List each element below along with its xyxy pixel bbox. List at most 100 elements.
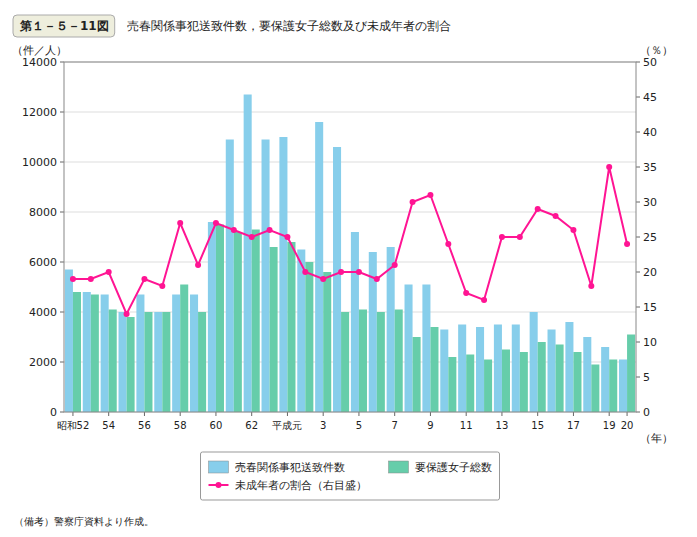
y-tick-label: 0 xyxy=(50,406,57,419)
line-marker xyxy=(70,276,76,282)
bar xyxy=(405,285,413,413)
bar xyxy=(65,270,73,413)
annotation: （備考）警察庁資料より作成。 xyxy=(14,516,154,527)
x-tick xyxy=(358,412,359,416)
bar xyxy=(315,122,323,412)
x-axis-label: （年） xyxy=(640,432,673,445)
bar xyxy=(458,325,466,413)
line-marker xyxy=(624,241,630,247)
line-marker xyxy=(141,276,147,282)
line-marker xyxy=(124,311,130,317)
y-tick-label: 2000 xyxy=(29,356,57,369)
y2-tick xyxy=(636,237,640,238)
bar xyxy=(609,360,617,413)
y-tick xyxy=(60,162,64,163)
y-tick-label: 14000 xyxy=(22,56,57,69)
line-marker xyxy=(427,192,433,198)
y2-tick xyxy=(636,62,640,63)
y-tick-label: 4000 xyxy=(29,306,57,319)
y-tick-label: 10000 xyxy=(22,156,57,169)
bar xyxy=(136,295,144,413)
x-tick xyxy=(627,412,628,416)
legend-swatch xyxy=(209,461,229,473)
bar xyxy=(565,322,573,412)
bar xyxy=(573,352,581,412)
y-tick xyxy=(60,262,64,263)
bar xyxy=(162,312,170,412)
bar xyxy=(226,140,234,413)
title-box xyxy=(13,15,115,37)
bar xyxy=(91,295,99,413)
x-tick xyxy=(501,412,502,416)
line-marker xyxy=(284,234,290,240)
x-tick-label: 20 xyxy=(621,420,634,431)
bar xyxy=(216,225,224,413)
grid-line xyxy=(64,112,636,113)
y-tick-label: 6000 xyxy=(29,256,57,269)
grid-line xyxy=(64,212,636,213)
y2-tick xyxy=(636,272,640,273)
y2-tick xyxy=(636,132,640,133)
subtitle: 売春関係事犯送致件数，要保護女子総数及び未成年者の割合 xyxy=(127,19,451,33)
line-marker xyxy=(606,164,612,170)
bar xyxy=(548,330,556,413)
y2-tick xyxy=(636,167,640,168)
line-marker xyxy=(195,262,201,268)
line-marker xyxy=(106,269,112,275)
line xyxy=(73,167,627,314)
plot-area xyxy=(65,95,635,413)
y2-tick-label: 30 xyxy=(643,196,657,209)
x-tick-label: 62 xyxy=(245,420,258,431)
y-tick xyxy=(60,112,64,113)
y2-tick-label: 0 xyxy=(643,406,650,419)
legend-label: 売春関係事犯送致件数 xyxy=(235,461,345,474)
legend-label: 未成年者の割合（右目盛） xyxy=(235,479,367,492)
y2-tick xyxy=(636,342,640,343)
bar xyxy=(484,360,492,413)
y2-tick xyxy=(636,307,640,308)
bar xyxy=(448,357,456,412)
line-marker xyxy=(499,234,505,240)
y-tick-label: 8000 xyxy=(29,206,57,219)
bar xyxy=(198,312,206,412)
title: 第１－５－11図 xyxy=(19,19,109,33)
y2-axis-label: （％） xyxy=(640,44,673,57)
y-tick xyxy=(60,212,64,213)
y2-tick-label: 10 xyxy=(643,336,657,349)
line-marker xyxy=(374,276,380,282)
line-marker xyxy=(231,227,237,233)
grid xyxy=(64,62,636,412)
x-tick-label: 13 xyxy=(496,420,509,431)
bar xyxy=(333,147,341,412)
x-tick-label: 7 xyxy=(392,420,398,431)
line-marker xyxy=(463,290,469,296)
x-tick-label: 58 xyxy=(174,420,187,431)
x-tick xyxy=(323,412,324,416)
bar xyxy=(279,137,287,412)
line-marker xyxy=(356,269,362,275)
bar-series xyxy=(65,95,627,413)
bar xyxy=(530,312,538,412)
title-group: 第１－５－11図 売春関係事犯送致件数，要保護女子総数及び未成年者の割合 xyxy=(13,15,451,37)
x-tick xyxy=(537,412,538,416)
line-marker xyxy=(320,276,326,282)
axes: 0200040006000800010000120001400005101520… xyxy=(22,56,657,431)
y-tick-label: 12000 xyxy=(22,106,57,119)
x-tick-label: 5 xyxy=(356,420,362,431)
legend-box xyxy=(201,452,500,500)
bar xyxy=(73,292,81,412)
bar xyxy=(395,310,403,413)
y2-tick-label: 35 xyxy=(643,161,657,174)
line-marker xyxy=(177,220,183,226)
bar xyxy=(234,232,242,412)
line-marker xyxy=(588,283,594,289)
bar xyxy=(172,295,180,413)
line-marker xyxy=(213,220,219,226)
x-tick xyxy=(251,412,252,416)
bar xyxy=(154,312,162,412)
bar xyxy=(440,330,448,413)
x-tick xyxy=(573,412,574,416)
bar xyxy=(466,355,474,413)
x-tick-label: 56 xyxy=(138,420,151,431)
bar xyxy=(520,352,528,412)
